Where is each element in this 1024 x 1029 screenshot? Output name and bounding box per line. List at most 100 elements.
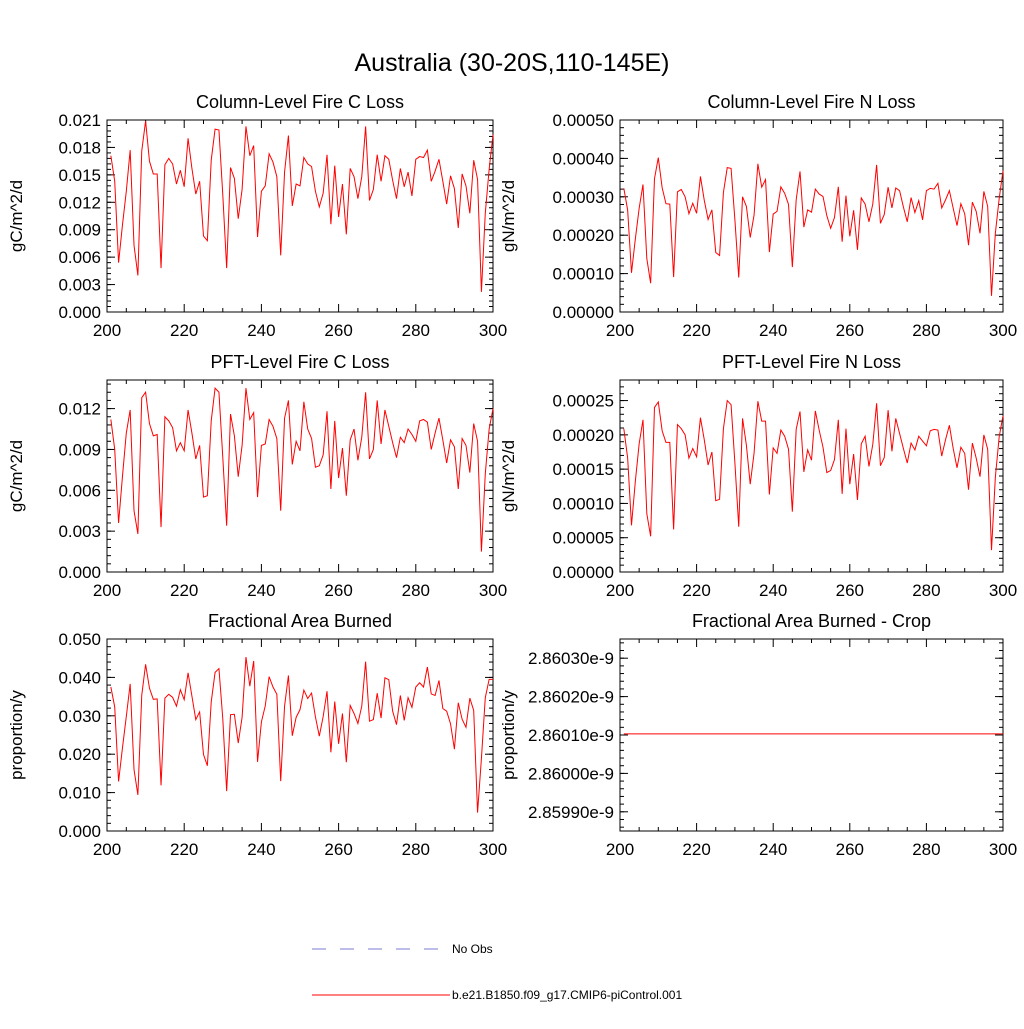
figure-title: Australia (30-20S,110-145E) <box>355 49 670 77</box>
x-tick-label: 300 <box>479 581 507 600</box>
y-tick-label: 2.86000e-9 <box>528 764 614 783</box>
y-tick-label: 0.009 <box>58 440 101 459</box>
y-tick-label: 0.00005 <box>553 529 614 548</box>
y-tick-label: 2.86010e-9 <box>528 726 614 745</box>
plot-frame <box>106 119 494 313</box>
x-tick-label: 220 <box>682 581 710 600</box>
series-line <box>110 387 494 552</box>
x-tick-label: 240 <box>247 840 275 859</box>
y-tick-label: 0.00030 <box>553 188 614 207</box>
x-tick-label: 200 <box>606 581 634 600</box>
legend-label-model: b.e21.B1850.f09_g17.CMIP6-piControl.001 <box>452 988 682 1002</box>
x-tick-label: 280 <box>402 840 430 859</box>
y-axis-label: proportion/y <box>7 690 26 780</box>
x-tick-label: 200 <box>606 321 634 340</box>
x-tick-label: 260 <box>836 321 864 340</box>
panel-1: Column-Level Fire C Loss gC/m^2/d 200 220 24… <box>7 92 507 340</box>
x-tick-label: 260 <box>324 840 352 859</box>
y-tick-label: 0.000 <box>58 563 101 582</box>
x-tick-label: 240 <box>759 840 787 859</box>
y-tick-label: 0.015 <box>58 166 101 185</box>
y-tick-label: 0.018 <box>58 138 101 157</box>
y-tick-label: 2.85990e-9 <box>528 803 614 822</box>
x-tick-label: 240 <box>759 321 787 340</box>
y-axis-label: gN/m^2/d <box>499 180 518 252</box>
panel-6: Fractional Area Burned - Crop proportion/… <box>499 611 1017 859</box>
y-tick-label: 0.030 <box>58 707 101 726</box>
plot-frame <box>619 119 1004 313</box>
panel-title: Column-Level Fire N Loss <box>707 92 915 112</box>
x-tick-label: 280 <box>402 581 430 600</box>
panel-title: Fractional Area Burned - Crop <box>692 611 931 631</box>
series-line <box>110 120 494 292</box>
x-tick-label: 220 <box>170 840 198 859</box>
panel-title: Column-Level Fire C Loss <box>196 92 404 112</box>
y-axis-label: gN/m^2/d <box>499 440 518 512</box>
y-tick-label: 0.00020 <box>553 226 614 245</box>
panel-2: Column-Level Fire N Loss gN/m^2/d 200 220 24… <box>499 92 1017 340</box>
panel-title: PFT-Level Fire N Loss <box>722 352 901 372</box>
panel-5: Fractional Area Burned proportion/y 200 220… <box>7 611 507 859</box>
series-line <box>623 157 1004 296</box>
x-tick-label: 220 <box>170 581 198 600</box>
series-line <box>110 656 493 813</box>
y-tick-label: 0.040 <box>58 668 101 687</box>
y-tick-label: 2.86030e-9 <box>528 649 614 668</box>
x-tick-label: 300 <box>479 321 507 340</box>
y-tick-label: 2.86020e-9 <box>528 688 614 707</box>
x-tick-label: 260 <box>324 581 352 600</box>
x-tick-label: 200 <box>606 840 634 859</box>
y-tick-label: 0.00050 <box>553 111 614 130</box>
y-tick-label: 0.00000 <box>553 303 614 322</box>
plot-frame <box>619 638 1004 832</box>
legend-label-no-obs: No Obs <box>452 942 493 956</box>
y-tick-label: 0.000 <box>58 822 101 841</box>
y-tick-label: 0.003 <box>58 276 101 295</box>
panel-4: PFT-Level Fire N Loss gN/m^2/d 200 220 240 26… <box>499 352 1017 600</box>
x-tick-label: 300 <box>989 840 1017 859</box>
y-tick-label: 0.000 <box>58 303 101 322</box>
y-axis-label: gC/m^2/d <box>7 440 26 512</box>
y-tick-label: 0.003 <box>58 522 101 541</box>
y-tick-label: 0.00040 <box>553 149 614 168</box>
panel-title: PFT-Level Fire C Loss <box>210 352 389 372</box>
x-tick-label: 220 <box>170 321 198 340</box>
y-tick-label: 0.00015 <box>553 460 614 479</box>
x-tick-label: 280 <box>402 321 430 340</box>
y-tick-label: 0.00025 <box>553 392 614 411</box>
plot-frame <box>106 379 494 573</box>
x-tick-label: 240 <box>247 581 275 600</box>
y-tick-label: 0.00020 <box>553 426 614 445</box>
panel-3: PFT-Level Fire C Loss gC/m^2/d 200 220 240 26… <box>7 352 507 600</box>
y-tick-label: 0.00000 <box>553 563 614 582</box>
y-tick-label: 0.050 <box>58 630 101 649</box>
x-tick-label: 260 <box>324 321 352 340</box>
x-tick-label: 200 <box>93 581 121 600</box>
y-tick-label: 0.010 <box>58 784 101 803</box>
x-tick-label: 200 <box>93 840 121 859</box>
x-tick-label: 260 <box>836 840 864 859</box>
panel-title: Fractional Area Burned <box>208 611 392 631</box>
y-axis-label: gC/m^2/d <box>7 180 26 252</box>
x-tick-label: 240 <box>247 321 275 340</box>
y-tick-label: 0.006 <box>58 481 101 500</box>
y-tick-label: 0.020 <box>58 745 101 764</box>
x-tick-label: 280 <box>912 321 940 340</box>
y-tick-label: 0.009 <box>58 221 101 240</box>
y-tick-label: 0.006 <box>58 248 101 267</box>
x-tick-label: 200 <box>93 321 121 340</box>
x-tick-label: 300 <box>989 581 1017 600</box>
y-tick-label: 0.012 <box>58 400 101 419</box>
x-tick-label: 220 <box>682 321 710 340</box>
x-tick-label: 300 <box>989 321 1017 340</box>
y-axis-label: proportion/y <box>499 690 518 780</box>
y-tick-label: 0.00010 <box>553 494 614 513</box>
x-tick-label: 300 <box>479 840 507 859</box>
x-tick-label: 260 <box>836 581 864 600</box>
x-tick-label: 280 <box>912 581 940 600</box>
y-tick-label: 0.012 <box>58 193 101 212</box>
x-tick-label: 240 <box>759 581 787 600</box>
y-tick-label: 0.021 <box>58 111 101 130</box>
x-tick-label: 220 <box>682 840 710 859</box>
